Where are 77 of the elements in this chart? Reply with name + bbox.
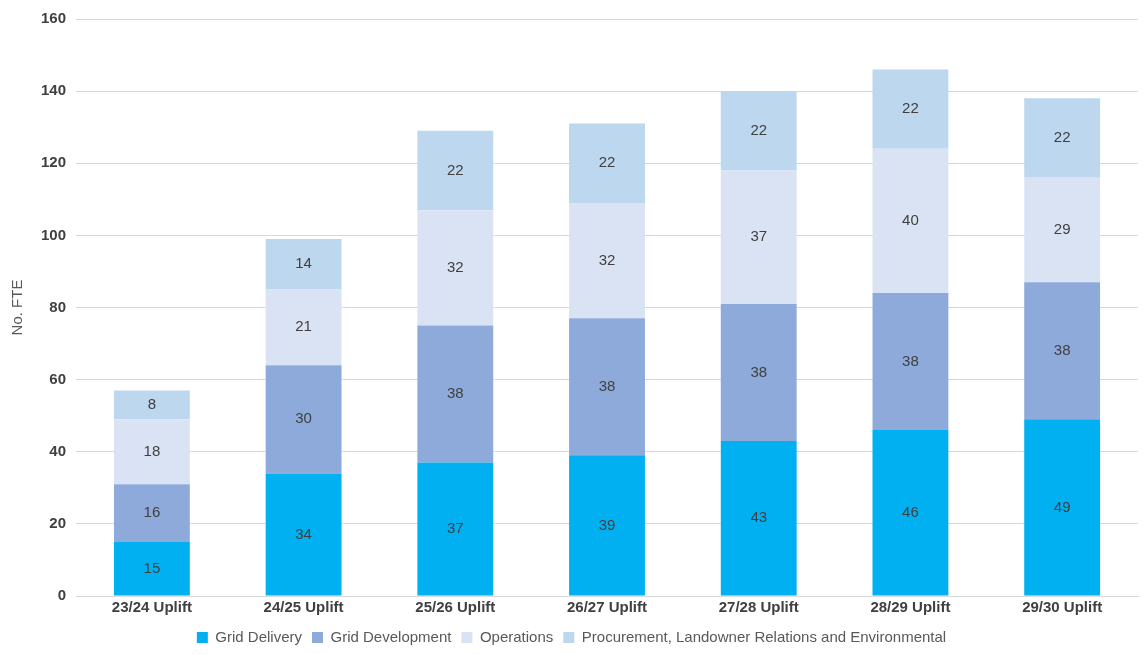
x-tick-label: 23/24 Uplift <box>111 598 192 616</box>
data-label: 43 <box>750 508 768 526</box>
bar <box>872 430 949 596</box>
data-label: 14 <box>295 254 312 272</box>
data-label: 22 <box>446 160 464 178</box>
bar <box>265 238 342 290</box>
bar <box>417 462 494 596</box>
bar <box>872 148 949 294</box>
bar <box>417 130 494 211</box>
bar <box>265 365 342 474</box>
data-label: 8 <box>147 395 157 413</box>
bar <box>1024 177 1101 283</box>
y-tick-label: 0 <box>57 586 67 604</box>
data-label: 39 <box>598 515 616 533</box>
bar <box>113 390 190 420</box>
data-label: 21 <box>295 317 312 335</box>
data-label: 18 <box>143 441 161 459</box>
data-label: 29 <box>1053 220 1071 238</box>
data-label: 22 <box>1053 128 1071 146</box>
data-label: 16 <box>143 503 161 521</box>
data-label: 37 <box>446 519 464 537</box>
data-label: 22 <box>750 120 768 138</box>
y-tick-label: 100 <box>41 225 67 243</box>
legend-label: Operations <box>479 627 554 645</box>
x-tick-label: 24/25 Uplift <box>263 598 344 616</box>
data-label: 38 <box>446 384 464 402</box>
bar <box>1024 98 1101 178</box>
bar <box>417 325 494 463</box>
y-tick-label: 40 <box>49 441 67 459</box>
data-label: 38 <box>1053 340 1071 358</box>
bar <box>720 91 797 171</box>
y-tick-label: 120 <box>41 153 67 171</box>
data-label: 30 <box>295 409 312 427</box>
data-label: 38 <box>902 351 919 369</box>
data-label: 15 <box>143 558 161 576</box>
y-tick-label: 60 <box>49 369 67 387</box>
bar <box>113 484 190 542</box>
bar <box>113 419 190 485</box>
bar <box>720 170 797 304</box>
data-label: 40 <box>902 211 919 229</box>
bar <box>265 289 342 366</box>
data-label: 49 <box>1053 497 1071 515</box>
legend-label: Grid Development <box>330 627 453 645</box>
bar <box>569 455 645 596</box>
x-tick-label: 28/29 Uplift <box>870 598 951 616</box>
bar <box>417 210 494 326</box>
y-tick-label: 20 <box>49 514 67 532</box>
data-label: 38 <box>750 362 768 380</box>
data-label: 32 <box>446 257 464 275</box>
y-tick-label: 140 <box>41 81 67 99</box>
bar <box>720 440 797 596</box>
bar <box>872 69 949 149</box>
data-label: 38 <box>598 376 616 394</box>
data-label: 37 <box>750 227 768 245</box>
bar <box>1024 282 1101 420</box>
bar <box>720 303 797 441</box>
data-label: 32 <box>598 250 616 268</box>
legend-label: Procurement, Landowner Relations and Environmental <box>581 627 947 645</box>
x-tick-label: 29/30 Uplift <box>1022 598 1103 616</box>
bar <box>265 473 342 596</box>
legend-label: Grid Delivery <box>215 627 303 645</box>
bar <box>569 123 645 203</box>
bar <box>113 541 190 596</box>
data-label: 46 <box>902 502 919 520</box>
data-label: 22 <box>598 153 616 171</box>
bar <box>1024 419 1101 596</box>
data-label: 34 <box>295 524 312 542</box>
y-axis-title: No. FTE <box>8 279 26 336</box>
x-tick-label: 25/26 Uplift <box>415 598 496 616</box>
y-tick-label: 160 <box>41 9 67 27</box>
bar <box>569 318 645 456</box>
x-tick-label: 26/27 Uplift <box>567 598 648 616</box>
bar <box>569 202 645 319</box>
y-tick-label: 80 <box>49 297 67 315</box>
data-label: 22 <box>902 99 919 117</box>
x-tick-label: 27/28 Uplift <box>718 598 799 616</box>
bar <box>872 293 949 431</box>
